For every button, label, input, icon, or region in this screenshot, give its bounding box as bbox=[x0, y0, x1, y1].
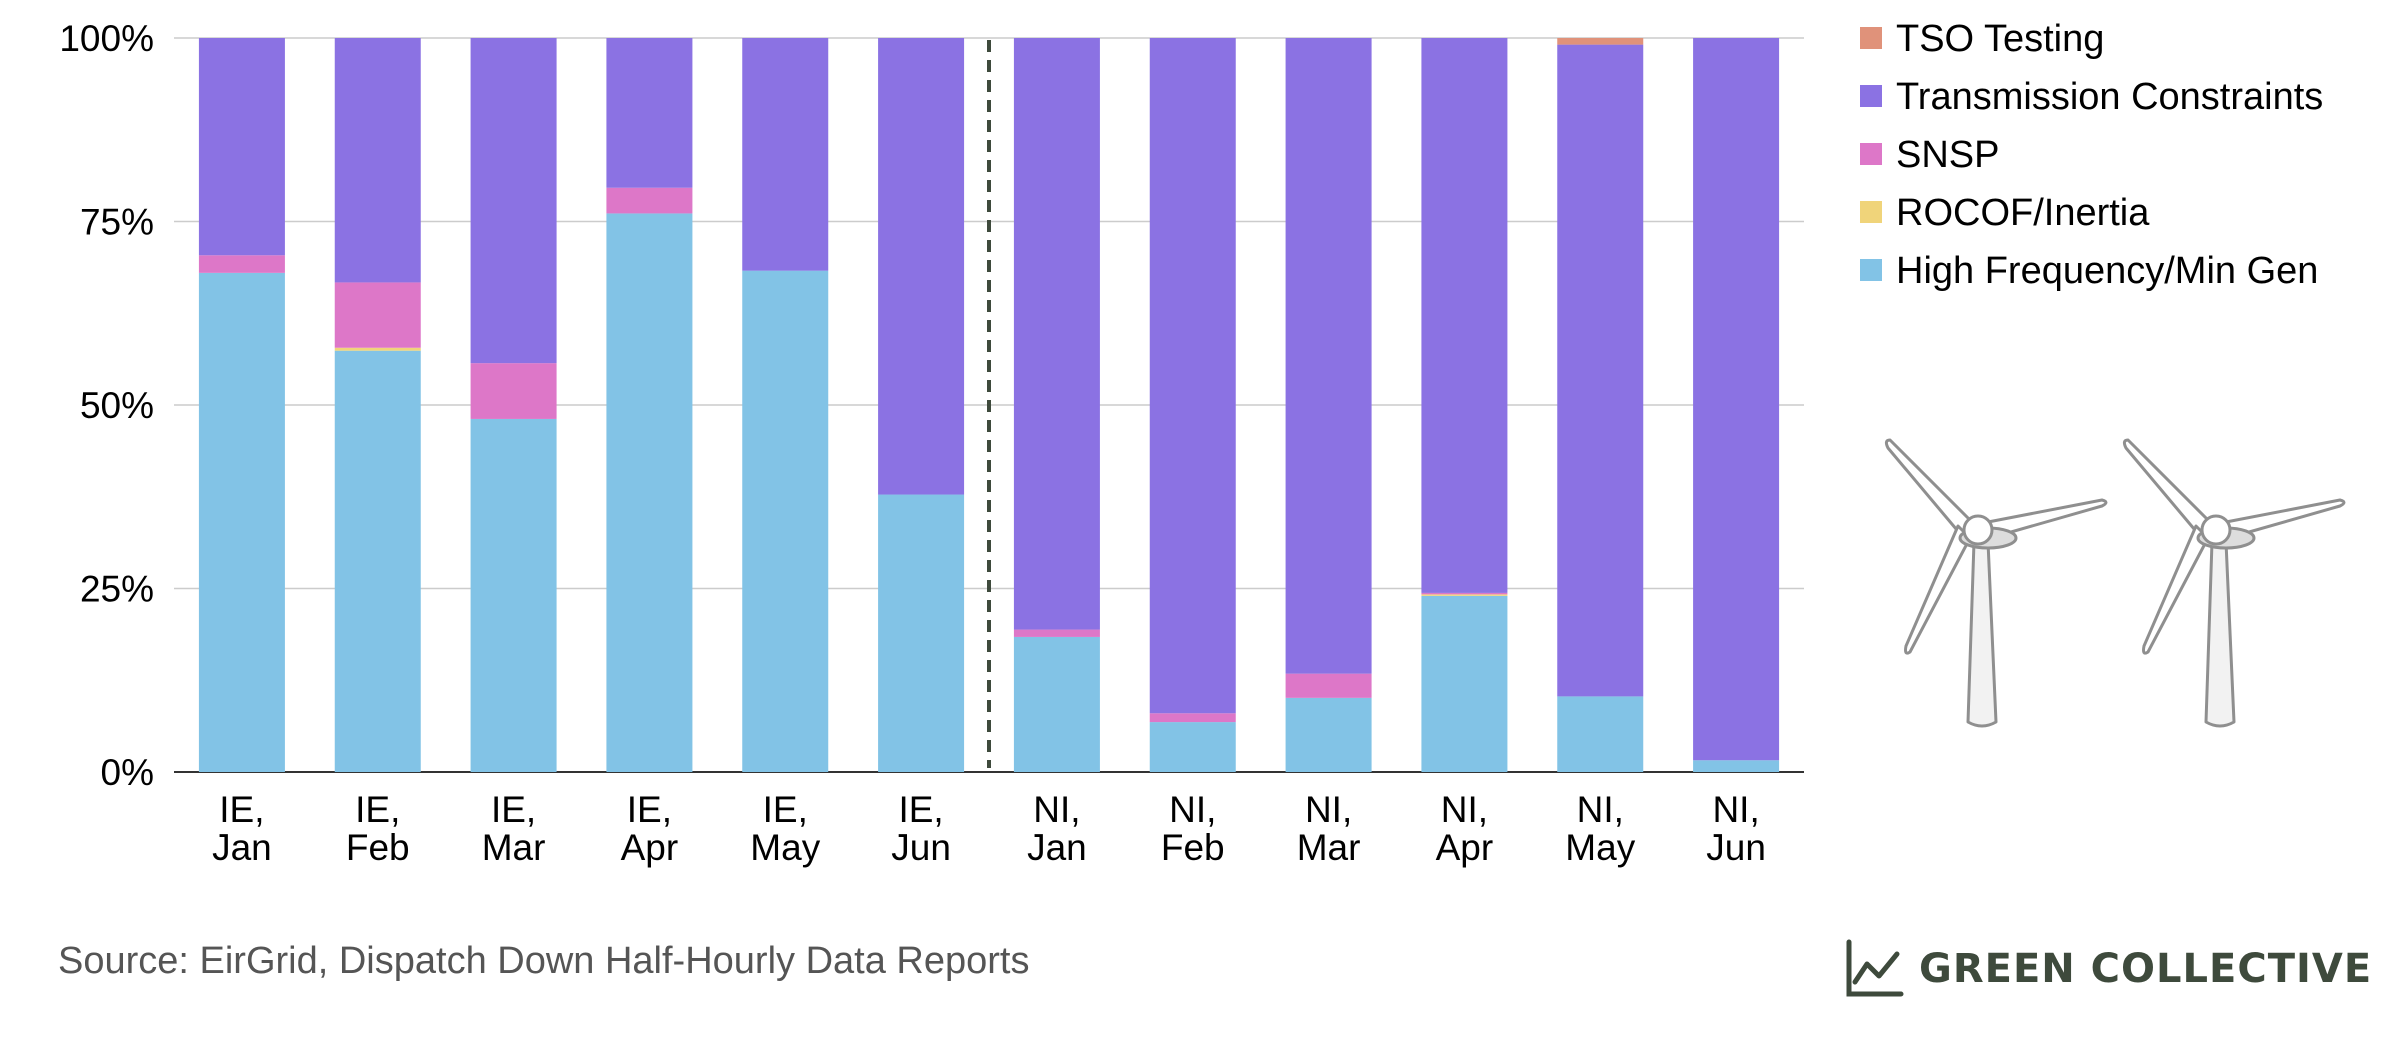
bar-segment bbox=[470, 418, 557, 772]
legend-label: ROCOF/Inertia bbox=[1896, 192, 2150, 234]
bar-segment bbox=[334, 350, 421, 772]
bar-segment bbox=[1693, 760, 1780, 772]
legend-swatch bbox=[1860, 27, 1882, 49]
bar-segment bbox=[742, 270, 829, 772]
legend-swatch bbox=[1860, 259, 1882, 281]
bar-segment bbox=[470, 38, 557, 364]
bar-segment bbox=[198, 38, 285, 256]
bar-segment bbox=[1285, 697, 1372, 772]
wind-turbines-illustration bbox=[1870, 430, 2350, 755]
bar-segment bbox=[470, 363, 557, 419]
legend-label: Transmission Constraints bbox=[1896, 76, 2323, 118]
bar-segment bbox=[1421, 38, 1508, 593]
bar-segment bbox=[1693, 38, 1780, 761]
bar-segment bbox=[1013, 629, 1100, 637]
bar-segment bbox=[198, 272, 285, 772]
bar-segment bbox=[1149, 713, 1236, 723]
legend-swatch bbox=[1860, 143, 1882, 165]
x-tick-label: IE, May bbox=[750, 789, 820, 868]
bar-segment bbox=[1285, 673, 1372, 698]
brand-name: GREEN COLLECTIVE bbox=[1919, 946, 2373, 992]
wind-turbine-icon bbox=[1884, 438, 2108, 728]
bar-segment bbox=[1149, 38, 1236, 714]
y-tick-label: 50% bbox=[80, 385, 154, 426]
legend-swatch bbox=[1860, 201, 1882, 223]
bar-segment bbox=[1149, 722, 1236, 772]
bar-segment bbox=[878, 38, 965, 495]
bar-segment bbox=[198, 255, 285, 273]
wind-turbine-icon bbox=[2122, 438, 2346, 728]
x-tick-label: NI, May bbox=[1565, 789, 1635, 868]
y-tick-label: 100% bbox=[59, 18, 154, 59]
bar-segment bbox=[334, 282, 421, 348]
bar-segment bbox=[1013, 38, 1100, 630]
bar-segment bbox=[742, 38, 829, 271]
bar-segment bbox=[606, 38, 693, 188]
bar-segment bbox=[1421, 595, 1508, 772]
x-tick-label: IE, Apr bbox=[621, 789, 679, 868]
bar-segment bbox=[606, 187, 693, 214]
line-chart-icon bbox=[1846, 939, 1904, 997]
x-tick-label: NI, Mar bbox=[1297, 789, 1361, 868]
brand-logo: GREEN COLLECTIVE bbox=[1843, 938, 2372, 1000]
bar-segment bbox=[1013, 636, 1100, 772]
legend-label: High Frequency/Min Gen bbox=[1896, 250, 2318, 292]
bar-segment bbox=[334, 38, 421, 283]
bar-segment bbox=[1557, 696, 1644, 772]
x-tick-label: NI, Jan bbox=[1027, 789, 1087, 868]
bar-segment bbox=[878, 494, 965, 772]
x-tick-label: IE, Jun bbox=[891, 789, 951, 868]
bar-segment bbox=[1557, 44, 1644, 697]
x-tick-label: NI, Apr bbox=[1436, 789, 1494, 868]
source-note: Source: EirGrid, Dispatch Down Half-Hour… bbox=[58, 940, 1030, 982]
bar-segment bbox=[334, 347, 421, 351]
x-tick-label: IE, Jan bbox=[212, 789, 272, 868]
y-tick-label: 75% bbox=[80, 202, 154, 243]
bar-segment bbox=[1557, 38, 1644, 45]
x-tick-label: NI, Feb bbox=[1161, 789, 1225, 868]
bar-segment bbox=[1421, 592, 1508, 595]
bar-segment bbox=[1285, 38, 1372, 674]
x-tick-label: IE, Feb bbox=[346, 789, 410, 868]
bar-segment bbox=[606, 213, 693, 772]
chart: 0% 25% 50% 75% 100% IE, Jan IE, Feb IE, Mar IE, Apr I… bbox=[59, 18, 2323, 868]
legend-label: TSO Testing bbox=[1896, 18, 2104, 60]
legend-swatch bbox=[1860, 85, 1882, 107]
legend-label: SNSP bbox=[1896, 134, 1999, 176]
y-tick-label: 25% bbox=[80, 569, 154, 610]
x-tick-label: NI, Jun bbox=[1706, 789, 1766, 868]
y-tick-label: 0% bbox=[101, 752, 154, 793]
x-tick-label: IE, Mar bbox=[482, 789, 546, 868]
bar-segment bbox=[1421, 594, 1508, 596]
